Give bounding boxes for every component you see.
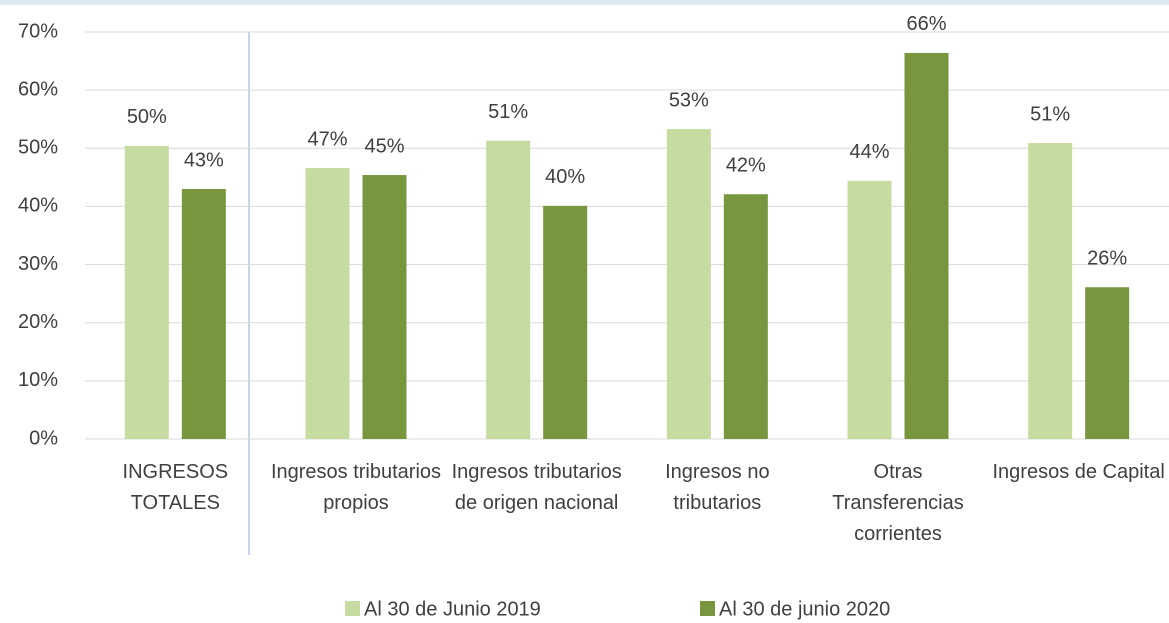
y-tick-label: 20% [18, 311, 58, 333]
bar [305, 168, 350, 439]
top-band [0, 0, 1169, 5]
x-tick-label: INGRESOS TOTALES [122, 461, 229, 514]
value-label: 51% [488, 101, 528, 123]
value-label: 40% [545, 166, 585, 188]
y-tick-label: 40% [18, 195, 58, 217]
x-tick-label: Ingresos tributarios propios [270, 461, 442, 514]
value-label: 44% [849, 141, 889, 163]
legend-label: Al 30 de junio 2020 [719, 598, 890, 620]
bar [543, 205, 588, 439]
legend-swatch [345, 601, 360, 616]
legend-swatch [700, 601, 715, 616]
x-tick-label: Ingresos no tributarios [665, 461, 770, 514]
bar [666, 129, 711, 439]
y-tick-label: 0% [29, 427, 58, 449]
value-label: 66% [906, 13, 946, 35]
x-tick-label: Ingresos tributarios de origen nacional [451, 461, 622, 514]
x-tick-label: Ingresos de Capital [992, 461, 1165, 483]
bar [486, 140, 531, 439]
x-tick-label: Otras Transferencias corrientes [832, 461, 964, 545]
y-tick-label: 30% [18, 253, 58, 275]
y-tick-label: 60% [18, 78, 58, 100]
y-tick-label: 70% [18, 20, 58, 42]
y-tick-label: 50% [18, 137, 58, 159]
bar [904, 52, 949, 439]
bar [124, 145, 169, 439]
value-label: 45% [364, 135, 404, 157]
value-label: 47% [307, 128, 347, 150]
legend-label: Al 30 de Junio 2019 [364, 598, 541, 620]
value-label: 42% [726, 154, 766, 176]
bar [723, 194, 768, 439]
bar [1028, 143, 1073, 439]
value-label: 53% [669, 89, 709, 111]
value-label: 26% [1087, 248, 1127, 270]
bar [362, 175, 407, 439]
value-label: 50% [127, 106, 167, 128]
value-label: 43% [184, 149, 224, 171]
bar [181, 188, 226, 439]
y-tick-label: 10% [18, 369, 58, 391]
value-label: 51% [1030, 103, 1070, 125]
bar [847, 180, 892, 440]
bar [1085, 287, 1130, 439]
